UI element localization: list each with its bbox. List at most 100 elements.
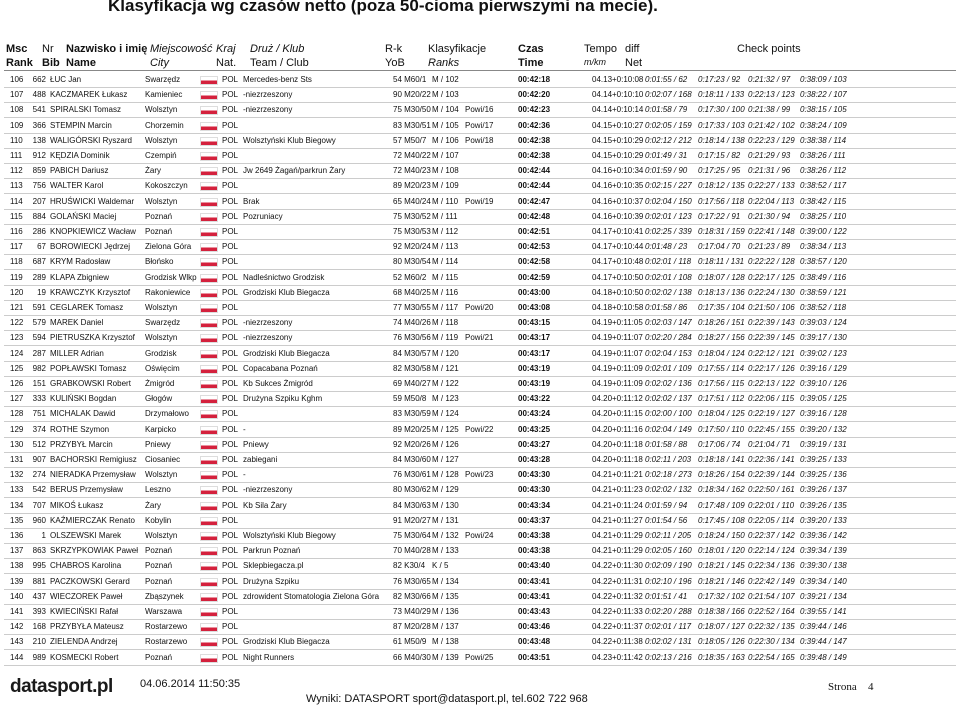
nat: POL	[222, 333, 239, 343]
diff: +0:11:30	[612, 561, 643, 571]
net: 0:39:16 / 129	[800, 363, 847, 373]
time: 00:43:28	[518, 455, 551, 464]
column-header: Nr	[42, 43, 54, 55]
city: Wolsztyn	[145, 531, 178, 540]
rank: 133	[10, 485, 24, 495]
diff: +0:10:27	[612, 120, 644, 130]
bib: 393	[32, 607, 46, 616]
bib: 274	[32, 470, 46, 480]
net: 0:38:52 / 117	[800, 181, 847, 191]
category: 91 M20/27	[393, 515, 431, 525]
name: MILLER Adrian	[50, 348, 104, 358]
bib: 756	[32, 181, 46, 191]
rank-class: M / 133	[432, 546, 459, 556]
category: 75 M30/64	[393, 531, 431, 540]
logo: datasport.pl	[10, 676, 113, 697]
rank-class: M / 126	[432, 439, 459, 449]
time: 00:43:38	[518, 531, 551, 540]
category: 87 M20/28	[393, 622, 431, 632]
flag	[200, 516, 218, 526]
check-2: 0:18:11 / 131	[698, 257, 745, 267]
row-separator	[4, 406, 956, 408]
city: Grodzisk	[145, 348, 177, 358]
check-2: 0:17:15 / 82	[698, 151, 741, 160]
rank-class: M / 130	[432, 500, 459, 510]
time: 00:43:46	[518, 622, 551, 632]
row-separator	[4, 664, 956, 666]
name: PRZYBYŁA Mateusz	[50, 622, 124, 632]
city: Rostarzewo	[145, 637, 188, 647]
tempo: 04.17	[592, 257, 613, 267]
team: Parkrun Poznań	[243, 546, 301, 556]
powi: Powi/19	[465, 196, 494, 206]
diff: +0:10:34	[612, 166, 644, 176]
time: 00:43:24	[518, 409, 551, 419]
name: MAREK Daniel	[50, 318, 104, 328]
name: WALIGÓRSKI Ryszard	[50, 135, 132, 145]
rank: 136	[10, 531, 24, 540]
bib: 989	[32, 652, 46, 662]
column-header: Klasyfikacje	[428, 43, 487, 55]
name: KWIECIŃSKI Rafał	[50, 607, 119, 616]
tempo: 04.21	[592, 500, 613, 510]
column-header: Miejscowość	[150, 43, 213, 55]
bib: 884	[32, 211, 46, 221]
rank-class: M / 124	[432, 409, 459, 419]
category: 92 M20/26	[393, 439, 431, 449]
city: Rostarzewo	[145, 622, 188, 632]
check-2: 0:17:45 / 108	[698, 515, 745, 525]
diff: +0:10:35	[612, 181, 644, 191]
tempo: 04.16	[592, 196, 613, 206]
tempo: 04.23	[592, 652, 613, 662]
rank: 121	[10, 303, 24, 312]
nat: POL	[222, 470, 239, 480]
team: Wolsztyński Klub Biegowy	[243, 531, 336, 540]
category: 82 M30/58	[393, 363, 431, 373]
time: 00:42:18	[518, 75, 551, 84]
team: -niezrzeszony	[243, 318, 293, 328]
row-separator	[4, 269, 956, 271]
check-3: 0:22:52 / 164	[748, 607, 795, 616]
row-separator	[4, 239, 956, 240]
rank: 123	[10, 333, 24, 343]
row-separator	[4, 102, 956, 104]
row-separator	[4, 87, 956, 88]
net: 0:38:15 / 105	[800, 105, 847, 115]
check-1: 0:02:04 / 149	[645, 424, 692, 434]
name: ŁUC Jan	[50, 75, 82, 84]
rank: 109	[10, 120, 24, 130]
row-separator	[4, 512, 956, 514]
check-1: 0:01:55 / 62	[645, 75, 688, 84]
time: 00:43:17	[518, 333, 551, 343]
flag	[200, 319, 218, 329]
check-1: 0:02:20 / 284	[645, 333, 692, 343]
city: Warszawa	[145, 607, 183, 616]
rank: 127	[10, 394, 24, 404]
net: 0:39:25 / 133	[800, 455, 847, 464]
name: OLSZEWSKI Marek	[50, 531, 122, 540]
net: 0:39:30 / 138	[800, 561, 847, 571]
net: 0:39:36 / 142	[800, 531, 847, 540]
category: 54 M60/1	[393, 75, 427, 84]
team: -	[243, 470, 246, 480]
time: 00:42:47	[518, 196, 551, 206]
check-1: 0:02:25 / 339	[645, 227, 692, 236]
flag	[200, 288, 218, 298]
check-1: 0:02:02 / 131	[645, 637, 692, 647]
diff: +0:11:29	[612, 531, 643, 540]
time: 00:43:19	[518, 379, 551, 388]
rank: 142	[10, 622, 24, 632]
bib: 662	[32, 75, 46, 84]
city: Leszno	[145, 485, 171, 495]
nat: POL	[222, 135, 239, 145]
name: KOSMECKI Robert	[50, 652, 119, 662]
nat: POL	[222, 318, 239, 328]
diff: +0:11:24	[612, 500, 643, 510]
check-2: 0:18:27 / 156	[698, 333, 745, 343]
check-3: 0:22:12 / 121	[748, 348, 795, 358]
team: zabiegani	[243, 455, 278, 464]
check-1: 0:02:09 / 190	[645, 561, 692, 571]
category: 72 M40/23	[393, 166, 431, 176]
column-header: diff	[625, 43, 640, 55]
check-3: 0:22:19 / 127	[748, 409, 795, 419]
